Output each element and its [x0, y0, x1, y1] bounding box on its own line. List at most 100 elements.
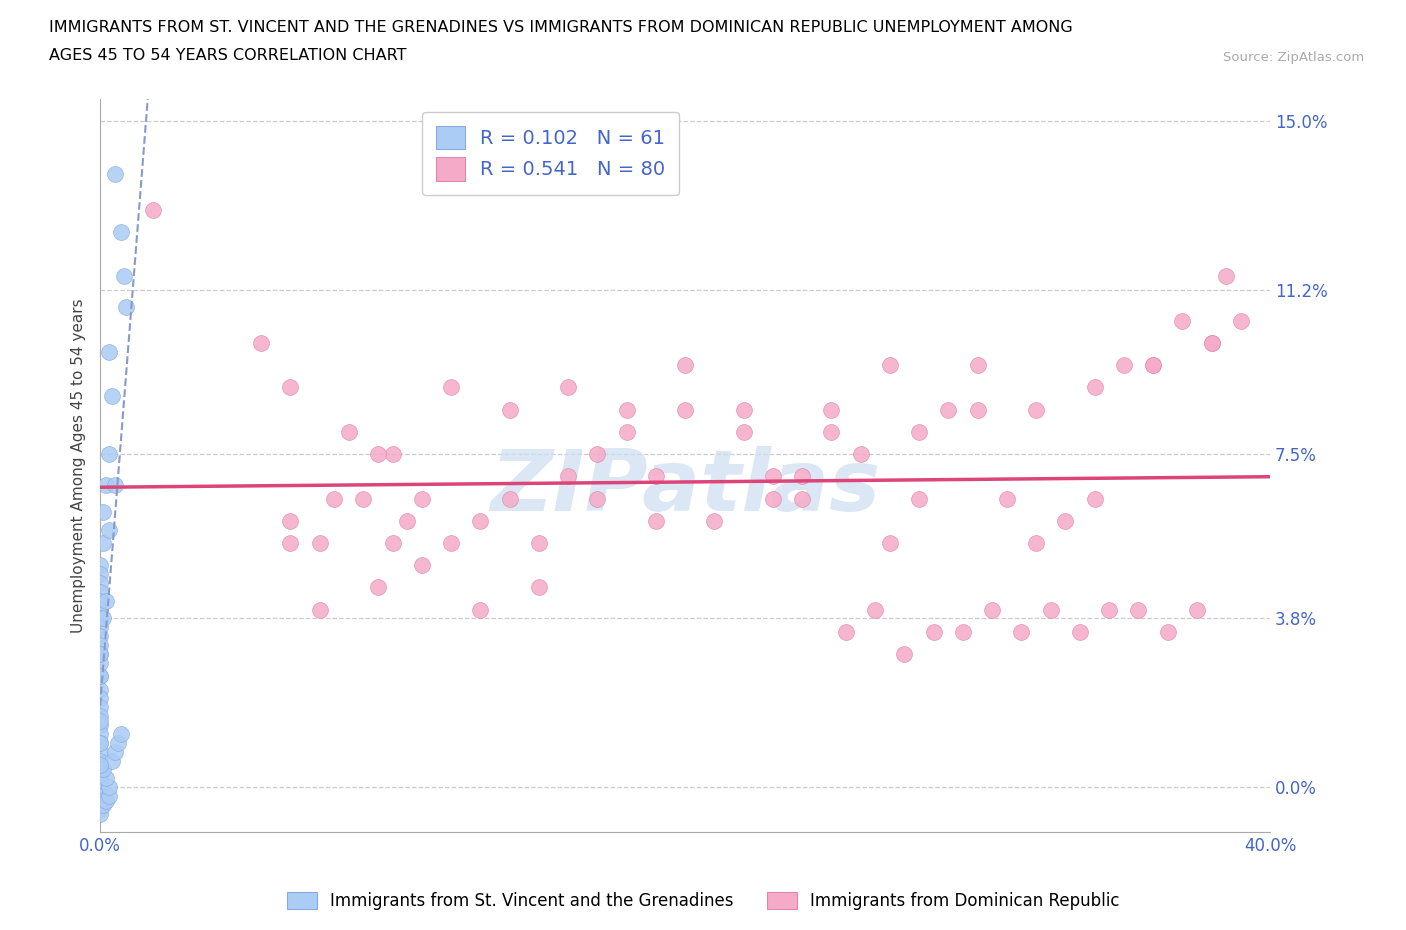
Point: [1142, 358, 1164, 373]
Point: [97, 446, 120, 461]
Point: [1230, 313, 1253, 328]
Point: [1025, 536, 1047, 551]
Point: [527, 580, 550, 595]
Point: [835, 624, 858, 639]
Point: [89, 566, 111, 581]
Point: [323, 491, 346, 506]
Point: [616, 424, 638, 439]
Point: [381, 446, 404, 461]
Point: [586, 491, 609, 506]
Point: [849, 446, 872, 461]
Point: [1011, 624, 1033, 639]
Point: [89, 669, 111, 684]
Point: [94, 593, 117, 608]
Point: [733, 402, 755, 417]
Point: [89, 789, 111, 804]
Point: [1185, 602, 1208, 617]
Point: [966, 358, 988, 373]
Point: [89, 646, 111, 661]
Point: [557, 469, 579, 484]
Legend: R = 0.102   N = 61, R = 0.541   N = 80: R = 0.102 N = 61, R = 0.541 N = 80: [422, 113, 679, 194]
Point: [89, 744, 111, 759]
Point: [762, 469, 785, 484]
Point: [89, 762, 111, 777]
Point: [89, 753, 111, 768]
Point: [104, 166, 127, 181]
Point: [112, 269, 135, 284]
Point: [89, 646, 111, 661]
Point: [89, 629, 111, 644]
Point: [94, 478, 117, 493]
Point: [101, 389, 124, 404]
Point: [644, 513, 666, 528]
Point: [308, 602, 330, 617]
Point: [893, 646, 915, 661]
Point: [1157, 624, 1180, 639]
Point: [470, 513, 492, 528]
Point: [1128, 602, 1150, 617]
Point: [1069, 624, 1091, 639]
Point: [1054, 513, 1077, 528]
Point: [673, 402, 696, 417]
Point: [89, 806, 111, 821]
Point: [1201, 336, 1223, 351]
Point: [104, 744, 127, 759]
Point: [820, 402, 842, 417]
Point: [101, 753, 124, 768]
Point: [97, 780, 120, 795]
Point: [89, 718, 111, 733]
Point: [367, 446, 389, 461]
Point: [995, 491, 1018, 506]
Point: [97, 344, 120, 359]
Point: [89, 691, 111, 706]
Point: [89, 656, 111, 671]
Point: [908, 424, 931, 439]
Y-axis label: Unemployment Among Ages 45 to 54 years: Unemployment Among Ages 45 to 54 years: [72, 298, 86, 632]
Point: [89, 766, 111, 781]
Point: [91, 762, 114, 777]
Point: [733, 424, 755, 439]
Point: [879, 536, 901, 551]
Legend: Immigrants from St. Vincent and the Grenadines, Immigrants from Dominican Republ: Immigrants from St. Vincent and the Gren…: [280, 885, 1126, 917]
Point: [89, 700, 111, 715]
Point: [1142, 358, 1164, 373]
Point: [440, 380, 463, 395]
Point: [557, 380, 579, 395]
Point: [1215, 269, 1237, 284]
Point: [527, 536, 550, 551]
Point: [966, 402, 988, 417]
Point: [470, 602, 492, 617]
Point: [97, 789, 120, 804]
Point: [89, 669, 111, 684]
Point: [367, 580, 389, 595]
Point: [790, 491, 813, 506]
Point: [89, 802, 111, 817]
Point: [89, 776, 111, 790]
Point: [89, 758, 111, 773]
Point: [1201, 336, 1223, 351]
Point: [250, 336, 273, 351]
Point: [762, 491, 785, 506]
Point: [278, 513, 301, 528]
Point: [110, 726, 132, 741]
Point: [89, 593, 111, 608]
Point: [337, 424, 360, 439]
Point: [1112, 358, 1135, 373]
Point: [89, 736, 111, 751]
Point: [278, 380, 301, 395]
Point: [89, 602, 111, 617]
Point: [89, 771, 111, 786]
Point: [1171, 313, 1194, 328]
Point: [89, 713, 111, 728]
Point: [89, 726, 111, 741]
Point: [308, 536, 330, 551]
Point: [938, 402, 960, 417]
Point: [498, 402, 520, 417]
Point: [1025, 402, 1047, 417]
Point: [865, 602, 887, 617]
Point: [790, 469, 813, 484]
Point: [820, 424, 842, 439]
Point: [703, 513, 725, 528]
Point: [94, 771, 117, 786]
Point: [89, 798, 111, 813]
